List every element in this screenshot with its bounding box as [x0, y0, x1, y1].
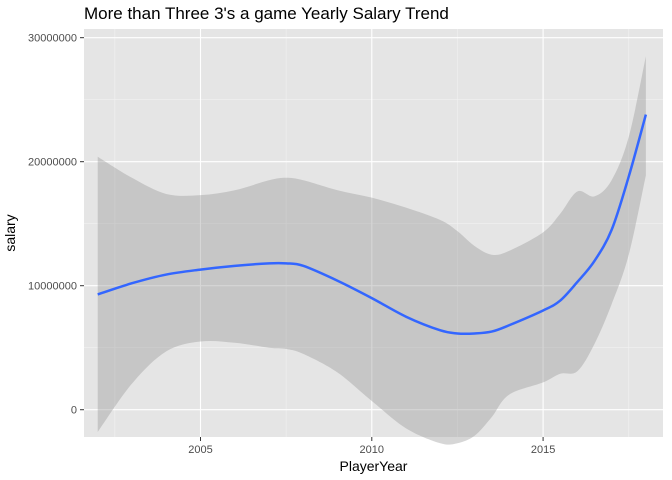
x-axis-title: PlayerYear [340, 458, 408, 474]
trend-line [97, 114, 648, 336]
minor-gridlines [84, 29, 663, 437]
y-tick-label: 10000000 [28, 281, 77, 293]
x-tick-label: 2005 [188, 444, 212, 456]
x-tick-label: 2015 [531, 444, 555, 456]
y-tick-label: 30000000 [28, 33, 77, 45]
y-tick-label: 0 [71, 405, 77, 417]
major-gridlines [84, 29, 663, 437]
x-axis: 2005 2010 2015 [188, 437, 555, 456]
plot-panel [84, 29, 663, 437]
y-axis-title: salary [2, 214, 18, 251]
y-tick-label: 20000000 [28, 157, 77, 169]
x-tick-label: 2010 [360, 444, 384, 456]
y-axis: 0 10000000 20000000 30000000 [28, 33, 84, 417]
confidence-band [97, 56, 646, 445]
chart-title: More than Three 3's a game Yearly Salary… [84, 4, 449, 23]
